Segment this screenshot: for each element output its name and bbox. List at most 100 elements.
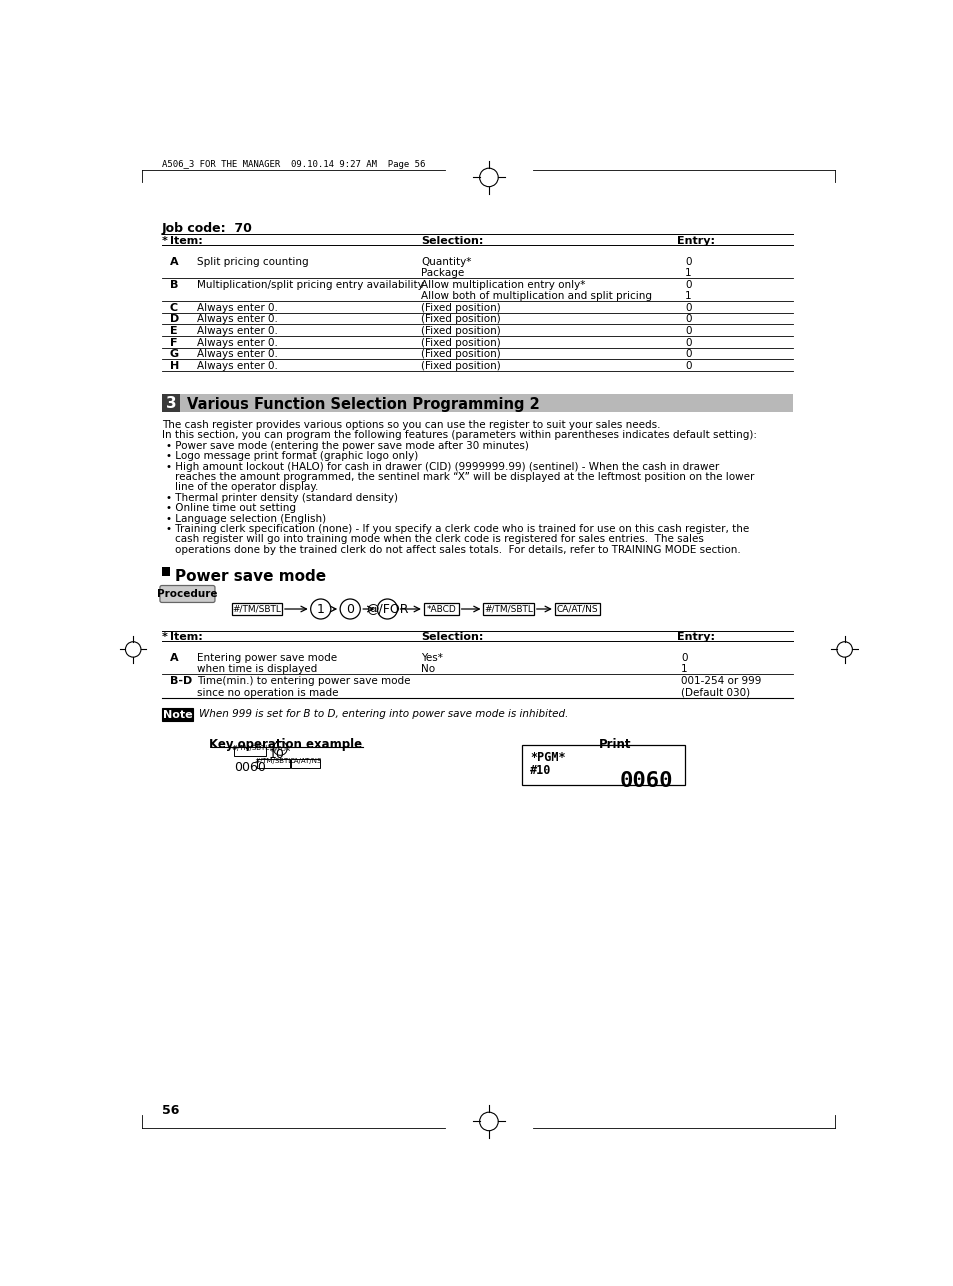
Text: *: *	[162, 633, 168, 642]
Bar	[232, 603, 282, 615]
Text: G: G	[170, 349, 178, 359]
Text: Quantity*: Quantity*	[421, 257, 472, 266]
Text: Selection:: Selection:	[421, 633, 483, 642]
Text: @/FOR: @/FOR	[270, 746, 291, 751]
Bar	[162, 567, 171, 576]
Text: Always enter 0.: Always enter 0.	[196, 338, 277, 347]
Bar	[162, 394, 180, 413]
Text: line of the operator display.: line of the operator display.	[174, 482, 318, 493]
Text: 0: 0	[684, 257, 691, 266]
Text: • Online time out setting: • Online time out setting	[166, 503, 295, 513]
Text: Allow both of multiplication and split pricing: Allow both of multiplication and split p…	[421, 292, 652, 301]
Text: Entry:: Entry:	[677, 633, 715, 642]
Text: Print: Print	[598, 738, 631, 751]
Text: cash register will go into training mode when the clerk code is registered for s: cash register will go into training mode…	[174, 534, 703, 544]
Bar	[162, 394, 793, 413]
Text: since no operation is made: since no operation is made	[196, 688, 338, 697]
Text: Key operation example: Key operation example	[209, 738, 362, 751]
Bar	[423, 603, 458, 615]
Bar	[521, 746, 684, 786]
Text: (Fixed position): (Fixed position)	[421, 315, 500, 324]
Text: Procedure: Procedure	[157, 589, 217, 599]
Text: (Fixed position): (Fixed position)	[421, 349, 500, 359]
Text: 1: 1	[684, 269, 691, 278]
Text: 3: 3	[166, 396, 176, 410]
Text: • Power save mode (entering the power save mode after 30 minutes): • Power save mode (entering the power sa…	[166, 441, 528, 451]
Text: Always enter 0.: Always enter 0.	[196, 315, 277, 324]
Text: Selection:: Selection:	[421, 235, 483, 246]
Text: *PGM*: *PGM*	[530, 751, 565, 764]
Text: (Fixed position): (Fixed position)	[421, 327, 500, 336]
Text: • Language selection (English): • Language selection (English)	[166, 513, 326, 523]
Text: operations done by the trained clerk do not affect sales totals.  For details, r: operations done by the trained clerk do …	[174, 545, 740, 554]
Text: • Thermal printer density (standard density): • Thermal printer density (standard dens…	[166, 493, 397, 503]
Text: B: B	[170, 280, 178, 289]
Text: Package: Package	[421, 269, 464, 278]
Bar	[555, 603, 599, 615]
Text: A: A	[170, 257, 178, 266]
Text: Always enter 0.: Always enter 0.	[196, 360, 277, 370]
Text: Item:: Item:	[170, 633, 202, 642]
Text: #10: #10	[530, 764, 551, 777]
Text: 0: 0	[684, 315, 691, 324]
Text: CA/AT/NS: CA/AT/NS	[289, 757, 321, 764]
Text: A: A	[170, 653, 178, 662]
Text: (Fixed position): (Fixed position)	[421, 303, 500, 312]
Text: 001-254 or 999: 001-254 or 999	[680, 676, 760, 685]
Text: D: D	[170, 315, 178, 324]
Text: 0: 0	[684, 338, 691, 347]
Text: In this section, you can program the following features (parameters within paren: In this section, you can program the fol…	[162, 431, 756, 440]
Text: 0: 0	[346, 603, 354, 616]
Text: 0: 0	[684, 349, 691, 359]
Text: Always enter 0.: Always enter 0.	[196, 327, 277, 336]
Text: 1: 1	[316, 603, 324, 616]
Text: • Logo message print format (graphic logo only): • Logo message print format (graphic log…	[166, 451, 417, 462]
Text: Note: Note	[162, 710, 192, 720]
Text: The cash register provides various options so you can use the register to suit y: The cash register provides various optio…	[162, 421, 659, 430]
Text: A506_3 FOR THE MANAGER  09.10.14 9:27 AM  Page 56: A506_3 FOR THE MANAGER 09.10.14 9:27 AM …	[162, 161, 425, 170]
Text: When 999 is set for B to D, entering into power save mode is inhibited.: When 999 is set for B to D, entering int…	[199, 709, 568, 719]
Text: when time is displayed: when time is displayed	[196, 665, 316, 674]
Text: *ABCD: *ABCD	[426, 604, 456, 613]
Text: Yes*: Yes*	[421, 653, 443, 662]
Text: #/TM/SBTL: #/TM/SBTL	[233, 604, 281, 613]
Text: (Fixed position): (Fixed position)	[421, 338, 500, 347]
Text: Power save mode: Power save mode	[174, 568, 326, 584]
Text: #/TM/SBTL: #/TM/SBTL	[254, 757, 293, 764]
Text: 0: 0	[684, 303, 691, 312]
Text: Always enter 0.: Always enter 0.	[196, 349, 277, 359]
Text: F: F	[170, 338, 177, 347]
Text: 0: 0	[680, 653, 687, 662]
FancyBboxPatch shape	[160, 585, 214, 602]
Text: Entry:: Entry:	[677, 235, 715, 246]
Text: 0: 0	[684, 360, 691, 370]
Text: Always enter 0.: Always enter 0.	[196, 303, 277, 312]
Text: No: No	[421, 665, 436, 674]
Text: 56: 56	[162, 1105, 179, 1118]
Bar	[162, 709, 193, 721]
Text: H: H	[170, 360, 178, 370]
Text: Time(min.) to entering power save mode: Time(min.) to entering power save mode	[196, 676, 410, 685]
Text: B-D: B-D	[170, 676, 192, 685]
Text: *: *	[162, 235, 168, 246]
Text: 0: 0	[684, 327, 691, 336]
Text: @/FOR: @/FOR	[366, 603, 408, 616]
Text: • Training clerk specification (none) - If you specify a clerk code who is train: • Training clerk specification (none) - …	[166, 523, 748, 534]
Text: reaches the amount programmed, the sentinel mark “X” will be displayed at the le: reaches the amount programmed, the senti…	[174, 472, 754, 482]
Text: Item:: Item:	[170, 235, 202, 246]
Text: E: E	[170, 327, 177, 336]
Text: 1: 1	[680, 665, 687, 674]
Text: • High amount lockout (HALO) for cash in drawer (CID) (9999999.99) (sentinel) - : • High amount lockout (HALO) for cash in…	[166, 462, 719, 472]
Bar	[291, 759, 320, 769]
Bar	[233, 747, 266, 756]
Text: 0: 0	[684, 280, 691, 289]
Text: Split pricing counting: Split pricing counting	[196, 257, 308, 266]
Text: Multiplication/split pricing entry availability: Multiplication/split pricing entry avail…	[196, 280, 423, 289]
Text: (Fixed position): (Fixed position)	[421, 360, 500, 370]
Text: 0060: 0060	[619, 772, 673, 791]
Text: 0060: 0060	[233, 761, 266, 774]
Text: #/TM/SBTL: #/TM/SBTL	[231, 746, 269, 751]
Text: CA/AT/NS: CA/AT/NS	[556, 604, 598, 613]
Text: 10: 10	[269, 748, 284, 761]
Bar	[257, 759, 290, 769]
